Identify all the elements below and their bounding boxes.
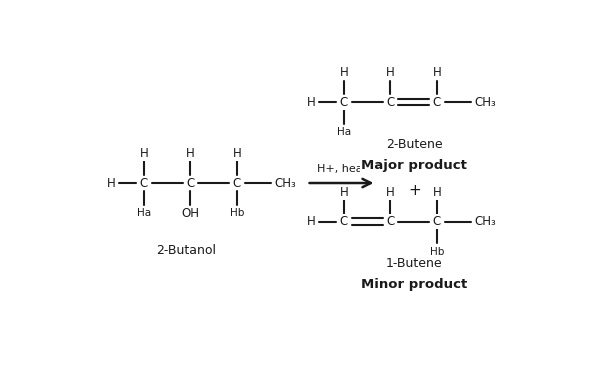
Text: C: C	[433, 215, 441, 228]
Text: H: H	[139, 147, 148, 160]
Text: Ha: Ha	[137, 208, 151, 218]
Text: +: +	[408, 183, 420, 198]
Text: OH: OH	[181, 206, 199, 219]
Text: CH₃: CH₃	[474, 96, 496, 109]
Text: H: H	[432, 186, 441, 199]
Text: H: H	[307, 215, 315, 228]
Text: H: H	[386, 186, 395, 199]
Text: C: C	[140, 177, 148, 190]
Text: H: H	[186, 147, 195, 160]
Text: H: H	[107, 177, 116, 190]
Text: C: C	[433, 96, 441, 109]
Text: H: H	[386, 66, 395, 79]
Text: H: H	[307, 96, 315, 109]
Text: Minor product: Minor product	[361, 278, 467, 291]
Text: 2-Butene: 2-Butene	[386, 138, 442, 151]
Text: H: H	[232, 147, 241, 160]
Text: Major product: Major product	[361, 159, 467, 172]
Text: CH₃: CH₃	[274, 177, 296, 190]
Text: H: H	[339, 186, 348, 199]
Text: H: H	[432, 66, 441, 79]
Text: Hb: Hb	[430, 247, 444, 257]
Text: Hb: Hb	[229, 208, 244, 218]
Text: C: C	[232, 177, 241, 190]
Text: H+, heat: H+, heat	[317, 164, 366, 174]
Text: C: C	[386, 215, 394, 228]
Text: 1-Butene: 1-Butene	[386, 257, 442, 270]
Text: 2-Butanol: 2-Butanol	[157, 244, 216, 257]
Text: C: C	[340, 215, 348, 228]
Text: CH₃: CH₃	[474, 215, 496, 228]
Text: C: C	[186, 177, 195, 190]
Text: C: C	[340, 96, 348, 109]
Text: Ha: Ha	[337, 127, 351, 137]
Text: H: H	[339, 66, 348, 79]
Text: C: C	[386, 96, 394, 109]
